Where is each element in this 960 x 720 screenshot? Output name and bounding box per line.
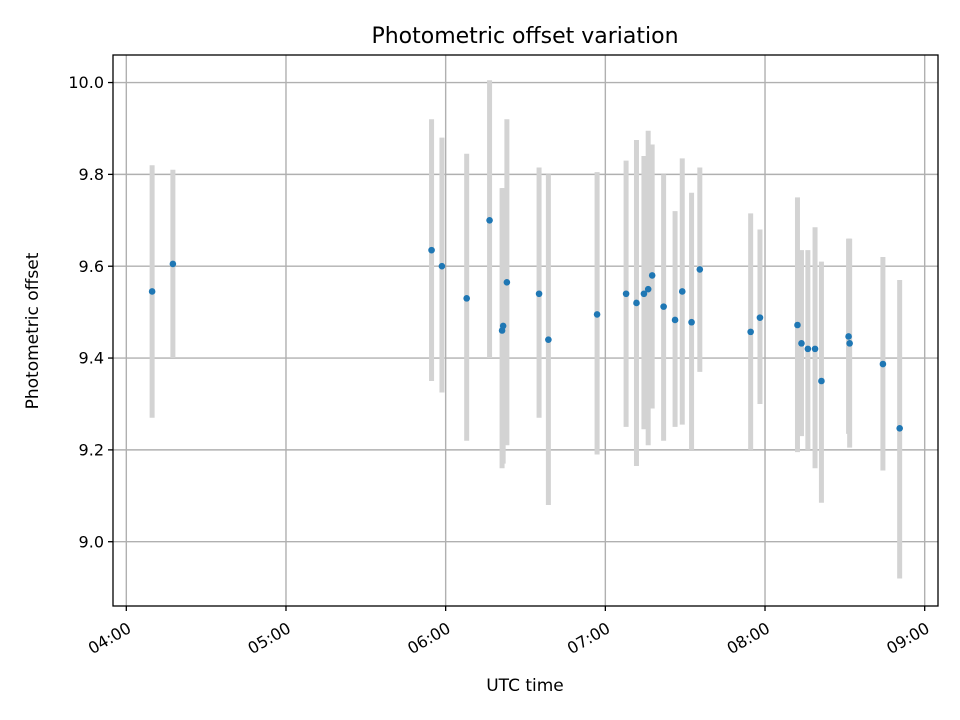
data-point <box>593 311 601 318</box>
data-point <box>879 360 887 368</box>
data-point <box>794 321 801 329</box>
x-axis-label: UTC time <box>486 676 564 696</box>
data-point <box>671 316 679 324</box>
data-point <box>688 318 695 326</box>
y-axis-label: Photometric offset <box>23 252 43 409</box>
x-tick-label: 04:00 <box>85 618 134 658</box>
data-point <box>535 290 543 298</box>
data-point <box>818 377 825 385</box>
data-point <box>644 285 652 293</box>
data-point <box>428 246 435 254</box>
y-tick-label: 9.2 <box>79 440 104 459</box>
x-tick-label: 07:00 <box>564 618 613 658</box>
data-point <box>896 425 903 432</box>
data-point <box>811 345 819 353</box>
data-point <box>633 299 640 307</box>
data-point <box>503 278 511 286</box>
x-tick-label: 09:00 <box>883 618 932 658</box>
error-bars <box>149 80 903 579</box>
data-point <box>622 290 630 298</box>
y-tick-label: 9.4 <box>79 349 104 368</box>
data-point <box>640 290 648 298</box>
data-point <box>438 262 446 270</box>
data-point <box>678 288 686 295</box>
data-point <box>756 314 764 321</box>
data-point <box>804 345 812 353</box>
data-point <box>169 260 177 268</box>
y-tick-label: 10.0 <box>68 73 104 92</box>
x-tick-label: 08:00 <box>724 618 773 658</box>
data-point <box>545 336 552 343</box>
y-tick-label: 9.6 <box>79 257 104 276</box>
data-point <box>499 322 507 330</box>
data-point <box>798 340 805 347</box>
data-point <box>846 340 853 347</box>
y-tick-label: 9.0 <box>79 532 104 551</box>
y-tick-label: 9.8 <box>79 165 104 184</box>
data-point <box>660 303 667 310</box>
data-point <box>747 328 754 336</box>
x-tick-label: 06:00 <box>404 618 453 658</box>
chart-title: Photometric offset variation <box>371 24 678 49</box>
data-point <box>148 288 156 295</box>
data-point <box>463 295 470 302</box>
data-points <box>148 217 903 432</box>
data-point <box>486 217 493 224</box>
x-tick-label: 05:00 <box>245 618 294 658</box>
data-point <box>648 272 656 279</box>
plot-frame <box>112 54 939 607</box>
data-point <box>696 266 704 273</box>
data-point <box>845 333 852 340</box>
